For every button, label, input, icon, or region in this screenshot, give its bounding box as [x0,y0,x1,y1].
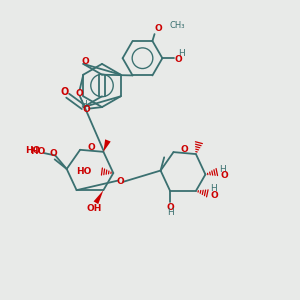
Text: O: O [49,149,57,158]
Text: O: O [82,57,90,66]
Text: O: O [83,105,91,114]
Text: HO: HO [25,146,40,155]
Text: HO: HO [30,147,46,156]
Text: O: O [211,190,218,200]
Text: O: O [220,171,228,180]
Polygon shape [94,190,103,204]
Text: H: H [219,165,226,174]
Polygon shape [103,139,111,152]
Text: O: O [116,177,124,186]
Text: O: O [75,89,83,98]
Text: H: H [178,50,184,58]
Text: O: O [154,25,162,34]
Text: O: O [166,203,174,212]
Text: CH₃: CH₃ [169,21,185,30]
Text: O: O [61,87,69,97]
Text: HO: HO [76,167,92,176]
Text: O: O [88,143,96,152]
Text: O: O [181,145,189,154]
Text: H: H [167,208,173,217]
Text: H: H [80,100,87,109]
Text: H: H [210,184,217,193]
Text: OH: OH [87,204,102,213]
Text: O: O [174,55,182,64]
